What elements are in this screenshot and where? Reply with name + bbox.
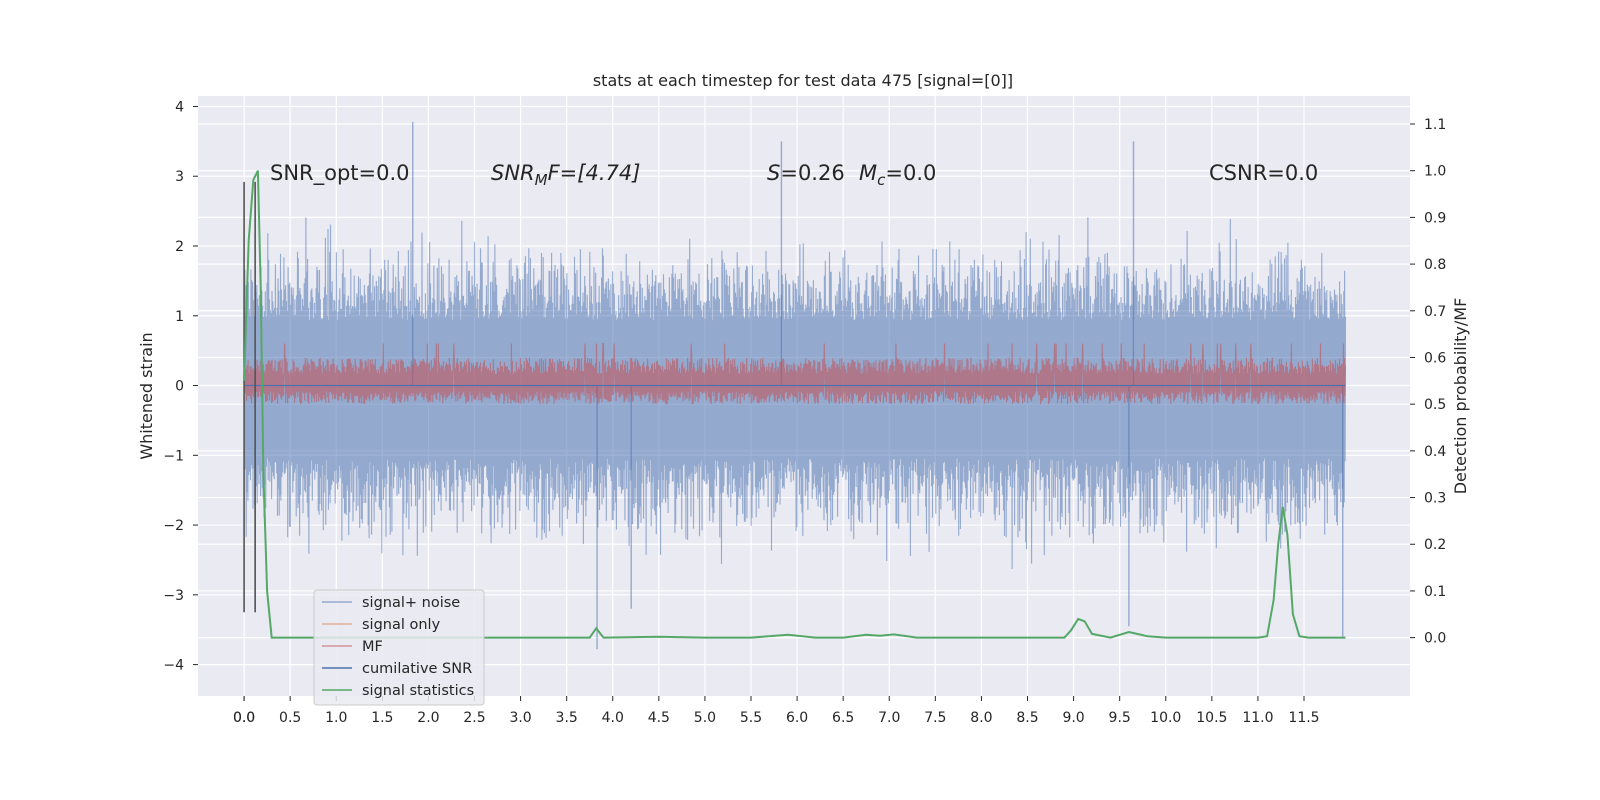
- annotation-snr-mf-suffix: F=[4.74]: [548, 161, 641, 185]
- y-tick-label: 1: [175, 309, 184, 325]
- y2-tick-label: 1.1: [1424, 117, 1446, 133]
- x-tick-label: 7.0: [878, 710, 900, 726]
- x-tick-label: 10.0: [1150, 710, 1181, 726]
- legend-label-cumulative-snr: cumilative SNR: [362, 661, 472, 677]
- x-tick-label: 0.0: [233, 710, 255, 726]
- x-tick-label: 8.0: [970, 710, 992, 726]
- y2-tick-label: 0.5: [1424, 397, 1446, 413]
- x-tick-label: 2.5: [463, 710, 485, 726]
- x-tick-label: 11.0: [1242, 710, 1273, 726]
- y2-axis-label: Detection probability/MF: [1451, 298, 1470, 495]
- x-tick-label: 6.5: [832, 710, 854, 726]
- y-tick-label: −3: [163, 588, 184, 604]
- y2-tick-label: 0.8: [1424, 257, 1446, 273]
- legend-label-signal-statistics: signal statistics: [362, 683, 474, 699]
- x-tick-label: 7.5: [924, 710, 946, 726]
- legend: signal+ noise signal only MF cumilative …: [313, 589, 485, 706]
- x-tick-label: 3.5: [556, 710, 578, 726]
- y-tick-label: −4: [163, 658, 184, 674]
- series-layer: [243, 121, 1347, 650]
- annotation-mc: Mc=0.0: [859, 161, 936, 189]
- y2-tick-label: 0.2: [1424, 537, 1446, 553]
- y2-tick-label: 0.3: [1424, 491, 1446, 507]
- legend-label-mf: MF: [362, 639, 383, 655]
- annotation-mc-label: M: [859, 161, 877, 185]
- annotation-snr-opt: SNR_opt=0.0: [270, 161, 410, 186]
- x-tick-label: 5.0: [694, 710, 716, 726]
- legend-label-signal-only: signal only: [362, 617, 441, 633]
- x-tick-label: 1.0: [325, 710, 347, 726]
- series-signal-statistics-line: [243, 170, 1346, 639]
- legend-box: [313, 589, 485, 706]
- annotation-snr-mf-sub: M: [535, 171, 548, 189]
- x-tick-label: 4.5: [648, 710, 670, 726]
- y-tick-label: 4: [175, 99, 184, 115]
- annotation-snr-mf: SNRMF=[4.74]: [491, 161, 640, 189]
- y-tick-label: −1: [163, 448, 184, 464]
- y2-tick-label: 0.1: [1424, 584, 1446, 600]
- x-tick-label: 5.5: [740, 710, 762, 726]
- annotation-s-label: S: [767, 161, 780, 185]
- y2-tick-label: 0.9: [1424, 210, 1446, 226]
- y2-tick-label: 0.6: [1424, 350, 1446, 366]
- x-tick-label: 8.5: [1016, 710, 1038, 726]
- y-tick-label: 3: [175, 169, 184, 185]
- x-tick-label: 10.5: [1196, 710, 1227, 726]
- y2-tick-label: 1.0: [1424, 164, 1446, 180]
- x-tick-label: 6.0: [786, 710, 808, 726]
- ticks: 0.0 0.0 0.5 1.0 1.5 2.0 2.5 3.0 3.5 4.0 4.5 5.0 5.5 6…: [163, 99, 1446, 726]
- annotation-mc-sub: c: [877, 171, 886, 189]
- annotation-s-value: =0.26: [780, 161, 844, 185]
- y-tick-label: 0: [175, 379, 184, 395]
- y-tick-label: 2: [175, 239, 184, 255]
- x-tick-label: 0.0: [233, 710, 255, 726]
- x-tick-label: 2.0: [417, 710, 439, 726]
- annotation-mc-value: =0.0: [885, 161, 936, 185]
- x-tick-label: 9.0: [1062, 710, 1084, 726]
- x-tick-label: 9.5: [1109, 710, 1131, 726]
- x-tick-label: 4.0: [602, 710, 624, 726]
- y2-tick-label: 0.7: [1424, 304, 1446, 320]
- annotation-snr-mf-prefix: SNR: [491, 161, 535, 185]
- x-tick-label: 3.0: [509, 710, 531, 726]
- y-tick-label: −2: [163, 518, 184, 534]
- x-tick-label: 1.5: [371, 710, 393, 726]
- y2-tick-label: 0.4: [1424, 444, 1446, 460]
- chart-title: stats at each timestep for test data 475…: [593, 71, 1013, 90]
- annotation-s: S=0.26: [767, 161, 845, 185]
- legend-label-signal-noise: signal+ noise: [362, 595, 460, 611]
- annotation-csnr: CSNR=0.0: [1209, 161, 1318, 185]
- x-tick-label: 0.5: [279, 710, 301, 726]
- y-axis-label: Whitened strain: [137, 332, 156, 459]
- y2-tick-label: 0.0: [1424, 631, 1446, 647]
- x-tick-label: 11.5: [1288, 710, 1319, 726]
